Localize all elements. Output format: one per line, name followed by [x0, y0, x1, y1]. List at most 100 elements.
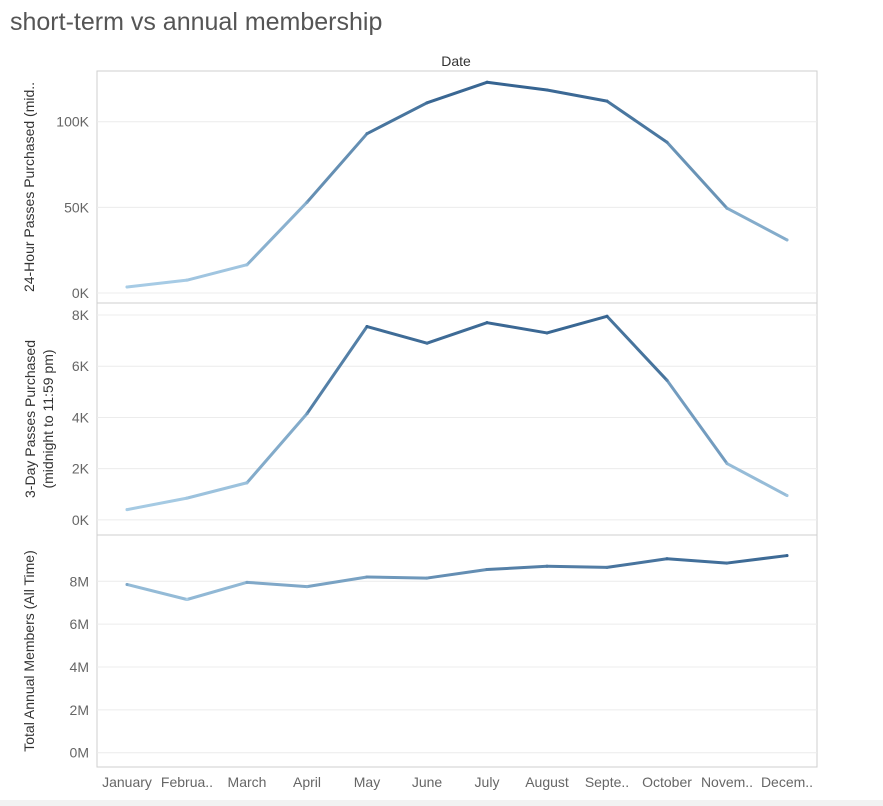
data-point — [305, 200, 309, 204]
x-tick-label: July — [475, 774, 500, 790]
data-point — [245, 580, 249, 584]
data-point — [425, 341, 429, 345]
data-point — [725, 561, 729, 565]
y-tick-label: 2K — [72, 461, 90, 477]
y-tick-label: 0M — [70, 745, 89, 761]
y-tick-label: 100K — [56, 114, 89, 130]
y-tick-label: 6M — [70, 616, 89, 632]
x-tick-label: Decem.. — [761, 774, 813, 790]
x-tick-label: May — [354, 774, 380, 790]
x-tick-label: January — [102, 774, 152, 790]
data-point — [665, 140, 669, 144]
series-segment — [125, 583, 189, 601]
data-point — [665, 557, 669, 561]
y-tick-label: 0K — [72, 285, 90, 301]
x-tick-label: March — [228, 774, 267, 790]
series-segment — [665, 140, 729, 210]
data-point — [305, 585, 309, 589]
series-segment — [425, 321, 489, 345]
data-point — [365, 575, 369, 579]
data-point — [785, 494, 789, 498]
series-segment — [545, 564, 609, 569]
data-point — [785, 554, 789, 558]
series-segment — [125, 496, 189, 512]
panel-frame — [96, 534, 818, 768]
y-tick-label: 4K — [72, 409, 90, 425]
series-segment — [485, 80, 549, 92]
data-point — [365, 325, 369, 329]
series-segment — [665, 378, 729, 466]
data-point — [125, 583, 129, 586]
series-segment — [665, 557, 729, 565]
x-tick-label: June — [412, 774, 443, 790]
data-point — [425, 101, 429, 105]
data-point — [485, 321, 489, 325]
data-point — [245, 481, 249, 485]
data-point — [185, 496, 189, 500]
data-point — [125, 285, 129, 289]
series-segment — [545, 88, 609, 103]
series-segment — [365, 101, 429, 136]
series-segment — [365, 575, 429, 580]
y-tick-label: 2M — [70, 702, 89, 718]
y-tick-label: 8M — [70, 573, 89, 589]
data-point — [545, 564, 549, 568]
data-point — [305, 412, 309, 416]
series-segment — [725, 554, 789, 565]
series-segment — [305, 132, 369, 204]
series-segment — [725, 462, 789, 498]
y-axis-label: 3-Day Passes Purchased — [22, 340, 38, 498]
series-segment — [485, 321, 549, 335]
series-segment — [425, 80, 489, 105]
data-point — [125, 508, 129, 512]
x-tick-label: August — [525, 774, 569, 790]
x-tick-label: April — [293, 774, 321, 790]
x-tick-label: October — [642, 774, 692, 790]
series-segment — [365, 325, 429, 345]
data-point — [605, 99, 609, 103]
y-tick-label: 6K — [72, 358, 90, 374]
series-segment — [485, 564, 549, 571]
data-point — [725, 462, 729, 466]
data-point — [605, 314, 609, 318]
column-header: Date — [441, 53, 471, 69]
data-point — [725, 206, 729, 210]
data-point — [245, 263, 249, 267]
data-point — [605, 565, 609, 569]
series-segment — [185, 481, 249, 500]
data-point — [545, 88, 549, 92]
series-segment — [605, 557, 669, 569]
footer-strip — [0, 800, 883, 806]
series-segment — [725, 206, 789, 242]
series-segment — [125, 278, 189, 289]
series-segment — [605, 314, 669, 382]
series-segment — [245, 412, 309, 485]
data-point — [545, 331, 549, 335]
series-segment — [605, 99, 669, 144]
data-point — [185, 598, 189, 601]
chart-title: short-term vs annual membership — [10, 8, 383, 36]
series-segment — [425, 568, 489, 580]
data-point — [785, 238, 789, 242]
series-segment — [305, 575, 369, 589]
x-tick-label: Septe.. — [585, 774, 629, 790]
series-segment — [545, 314, 609, 335]
y-tick-label: 50K — [64, 199, 90, 215]
data-point — [365, 132, 369, 136]
series-segment — [185, 263, 249, 282]
data-point — [485, 568, 489, 571]
data-point — [425, 576, 429, 580]
data-point — [485, 80, 489, 84]
y-axis-label: 24-Hour Passes Purchased (mid.. — [21, 82, 37, 292]
x-tick-label: Februa.. — [161, 774, 213, 790]
series-segment — [305, 325, 369, 416]
series-segment — [245, 580, 309, 589]
data-point — [665, 378, 669, 382]
data-point — [185, 278, 189, 282]
y-axis-label: (midnight to 11:59 pm) — [40, 349, 56, 488]
series-segment — [245, 200, 309, 267]
y-axis-label: Total Annual Members (All Time) — [21, 550, 37, 752]
panel-frame — [96, 302, 818, 536]
x-tick-label: Novem.. — [701, 774, 753, 790]
